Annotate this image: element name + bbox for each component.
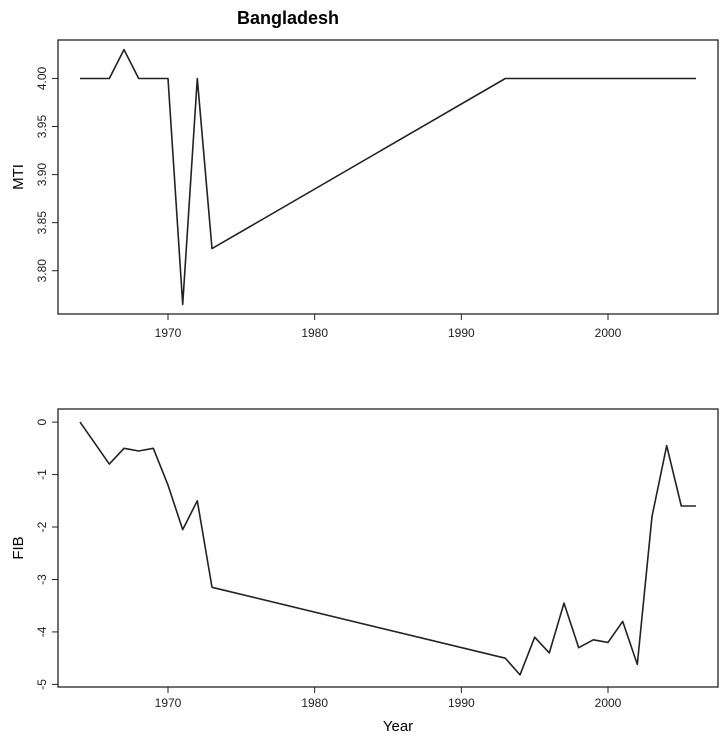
y-tick-label: 4.00	[35, 66, 49, 90]
y-tick-label: -4	[35, 626, 49, 637]
y-tick-label: -5	[35, 679, 49, 690]
x-tick-label: 1980	[301, 326, 328, 340]
y-tick-label: 3.80	[35, 259, 49, 283]
y-tick-label: 3.85	[35, 211, 49, 235]
y-tick-label: 3.95	[35, 115, 49, 139]
y-tick-label: 3.90	[35, 163, 49, 187]
x-axis-label: Year	[383, 718, 413, 735]
y-axis-label: FIB	[10, 536, 27, 559]
y-tick-label: -2	[35, 521, 49, 532]
x-tick-label: 1970	[155, 326, 182, 340]
chart-title: Bangladesh	[237, 8, 339, 28]
x-tick-label: 2000	[595, 696, 622, 710]
x-tick-label: 1980	[301, 696, 328, 710]
x-tick-label: 1970	[155, 696, 182, 710]
y-tick-label: -3	[35, 574, 49, 585]
series-line	[80, 48, 696, 306]
plot-frame	[57, 408, 719, 688]
x-tick-label: 1990	[448, 696, 475, 710]
x-tick-label: 2000	[595, 326, 622, 340]
y-tick-label: 0	[35, 418, 49, 425]
series-line	[79, 421, 696, 676]
fib-panel: 1970 1980 1990 2000 -5 -4 -3 -2 -1 0 FIB Year	[10, 408, 719, 735]
x-tick-label: 1990	[448, 326, 475, 340]
plot-frame	[57, 39, 719, 315]
mti-panel: Bangladesh 1970 1980 1990 2000 3.80 3.85 3.90 3.…	[10, 8, 719, 340]
y-tick-label: -1	[35, 469, 49, 480]
y-axis-label: MTI	[10, 164, 27, 190]
